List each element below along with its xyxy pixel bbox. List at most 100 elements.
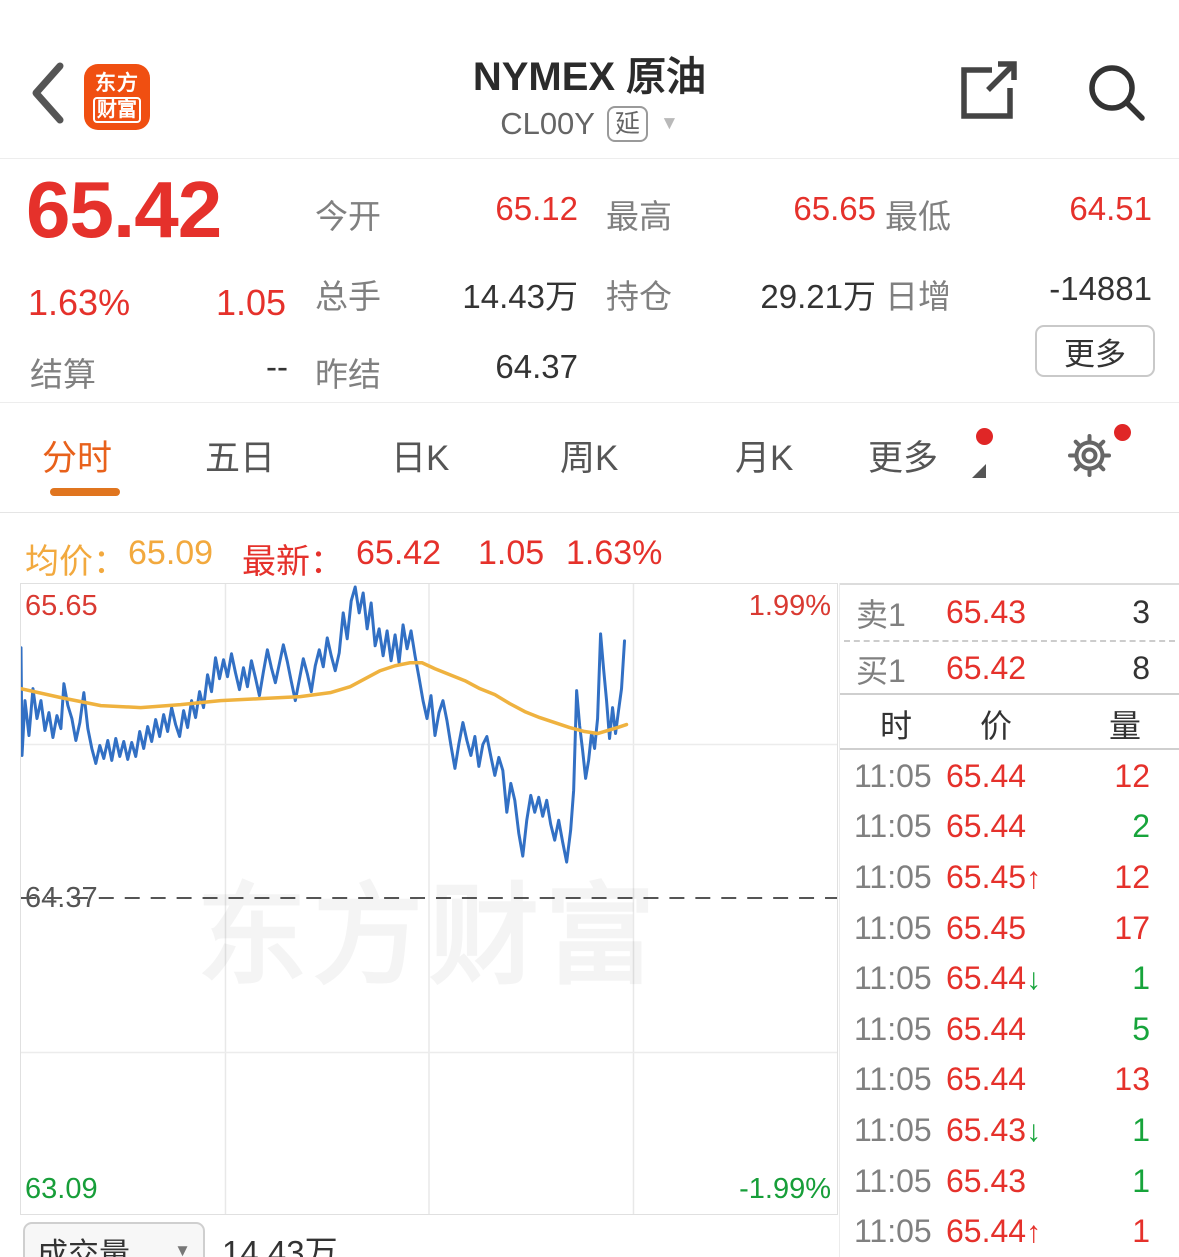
tick-row: 11:05 65.43↓ 1	[840, 1105, 1179, 1156]
tick-row: 11:05 65.44↓ 1	[840, 953, 1179, 1004]
page-title: NYMEX 原油	[472, 55, 707, 99]
tick-row: 11:05 65.44 12	[840, 751, 1179, 802]
tick-volume: 17	[1114, 909, 1150, 946]
tick-volume: 1	[1132, 1162, 1150, 1199]
tick-time: 11:05	[854, 858, 932, 895]
bid-row: 买1 65.42 8	[840, 642, 1179, 695]
tick-volume: 5	[1132, 1010, 1150, 1047]
contract-selector[interactable]: CL00Y 延 ▼	[0, 106, 1179, 142]
tick-price: 65.44	[946, 1061, 1027, 1098]
tick-price: 65.44↓	[946, 960, 1042, 997]
up-arrow-icon: ↑	[1026, 861, 1042, 895]
latest-change: 1.05	[478, 534, 545, 572]
open-interest-label: 持仓	[606, 278, 672, 315]
down-arrow-icon: ↓	[1026, 1114, 1042, 1148]
tick-time: 11:05	[854, 808, 932, 845]
gear-icon	[1068, 434, 1111, 477]
divider	[0, 512, 1179, 513]
share-icon	[961, 61, 1017, 119]
open-label: 今开	[315, 198, 381, 235]
tick-time: 11:05	[854, 1111, 932, 1148]
chevron-down-icon: ▼	[174, 1241, 191, 1257]
tick-row: 11:05 65.43 1	[840, 1156, 1179, 1207]
open-interest-value: 29.21万	[760, 278, 876, 315]
col-time: 时	[880, 708, 913, 744]
more-quote-button[interactable]: 更多	[1035, 325, 1155, 377]
tick-price: 65.44	[946, 1010, 1027, 1047]
tick-volume: 12	[1114, 757, 1150, 794]
divider	[0, 402, 1179, 403]
ask-price: 65.43	[946, 594, 1027, 630]
tick-time: 11:05	[854, 1213, 932, 1250]
avg-price-label: 均价：	[25, 543, 127, 581]
daily-increase-value: -14881	[1049, 270, 1152, 307]
tick-list[interactable]: 11:05 65.44 12 11:05 65.44 2 11:05 65.45↑ 12 11:0…	[840, 751, 1179, 1257]
tick-volume: 2	[1132, 808, 1150, 845]
tick-price: 65.45↑	[946, 858, 1042, 895]
high-value: 65.65	[793, 190, 876, 227]
volume-readout: 14.43万	[222, 1234, 338, 1257]
chart-prev-close-label: 64.37	[25, 882, 98, 914]
tab-5day[interactable]: 五日	[205, 439, 276, 478]
tick-price: 65.44	[946, 808, 1027, 845]
settle-value: --	[266, 348, 288, 385]
daily-increase-label: 日增	[885, 278, 951, 315]
divider	[840, 748, 1179, 750]
chevron-down-icon: ▼	[660, 113, 679, 134]
tab-weekly-k[interactable]: 周K	[560, 439, 619, 478]
tick-row: 11:05 65.45↑ 12	[840, 852, 1179, 903]
tick-row: 11:05 65.44 13	[840, 1055, 1179, 1106]
search-icon	[1089, 65, 1145, 121]
tick-volume: 1	[1132, 960, 1150, 997]
chart-settings-button[interactable]	[1066, 432, 1113, 479]
indicator-dropdown[interactable]: 成交量 ▼	[23, 1222, 205, 1257]
order-book-panel: 卖1 65.43 3 买1 65.42 8 时 价 量 11:05 65.44 12…	[839, 583, 1179, 1257]
tick-volume: 13	[1114, 1061, 1150, 1098]
col-volume: 量	[1108, 708, 1141, 744]
logo-text-top: 东方	[95, 71, 139, 95]
bid-quantity: 8	[1132, 650, 1150, 686]
tab-daily-k[interactable]: 日K	[391, 439, 450, 478]
tick-row: 11:05 65.44 5	[840, 1004, 1179, 1055]
minute-chart-svg	[21, 584, 837, 1214]
tab-minute[interactable]: 分时	[42, 439, 113, 478]
latest-label: 最新：	[242, 543, 344, 581]
ask-quantity: 3	[1132, 594, 1150, 630]
active-tab-underline	[50, 488, 120, 496]
bid-price: 65.42	[946, 650, 1027, 686]
chart-low-label: 63.09	[25, 1173, 98, 1205]
ask-label: 卖1	[856, 596, 906, 633]
latest-percent: 1.63%	[566, 534, 663, 572]
tab-monthly-k[interactable]: 月K	[735, 439, 794, 478]
divider	[0, 158, 1179, 159]
tab-more[interactable]: 更多	[868, 439, 939, 478]
contract-code: CL00Y	[500, 106, 595, 141]
tick-time: 11:05	[854, 1010, 932, 1047]
tick-row: 11:05 65.44 2	[840, 802, 1179, 853]
tick-time: 11:05	[854, 960, 932, 997]
ask-row: 卖1 65.43 3	[840, 586, 1179, 639]
settle-label: 结算	[30, 356, 96, 393]
tick-time: 11:05	[854, 1061, 932, 1098]
chart-high-pct-label: 1.99%	[748, 590, 831, 622]
tick-volume: 12	[1114, 858, 1150, 895]
notification-dot	[1114, 424, 1131, 441]
tick-time: 11:05	[854, 1162, 932, 1199]
tick-volume: 1	[1132, 1111, 1150, 1148]
logo-text-bottom: 财富	[93, 96, 141, 123]
prev-settle-value: 64.37	[495, 348, 578, 385]
search-button[interactable]	[1082, 58, 1150, 126]
tick-price: 65.43	[946, 1162, 1027, 1199]
low-value: 64.51	[1069, 190, 1152, 227]
last-price: 65.42	[26, 165, 222, 254]
down-arrow-icon: ↓	[1026, 963, 1042, 997]
prev-settle-label: 昨结	[315, 356, 381, 393]
share-button[interactable]	[952, 58, 1020, 126]
tick-price: 65.45	[946, 909, 1027, 946]
change-percent: 1.63%	[28, 282, 131, 323]
back-button[interactable]	[28, 60, 68, 126]
col-price: 价	[980, 708, 1013, 744]
